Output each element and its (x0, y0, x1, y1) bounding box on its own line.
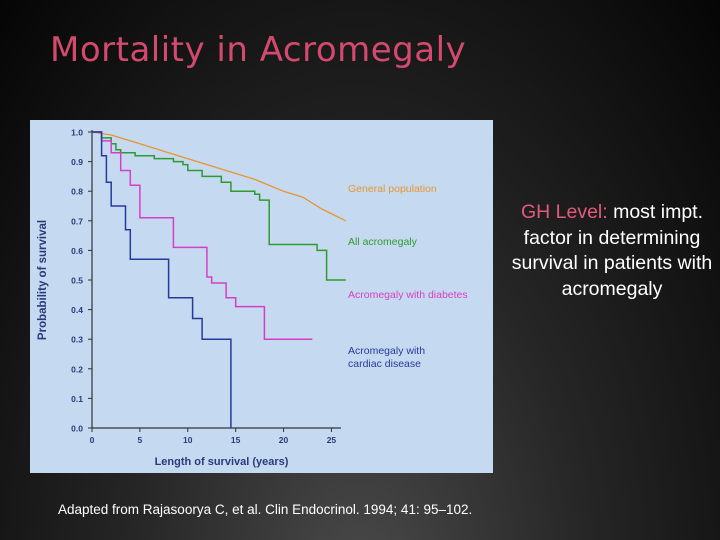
y-tick-label: 0.1 (71, 394, 83, 404)
y-axis-title: Probability of survival (37, 220, 49, 340)
survival-chart-panel: 0.0 0.1 0.2 0.3 0.4 0.5 0.6 0.7 0.8 0.9 1.0 0 5 10 15 2… (30, 120, 493, 473)
series-line-acromegaly-with-diabetes (92, 131, 313, 340)
x-tick-label: 15 (231, 435, 241, 445)
y-tick-label: 0.7 (71, 216, 83, 226)
y-tick-label: 0.3 (71, 335, 83, 345)
slide-title: Mortality in Acromegaly (50, 30, 467, 70)
legend-label-acromegaly-with-diabetes: Acromegaly with diabetes (348, 289, 468, 301)
y-tick-label: 0.0 (71, 424, 83, 434)
series-line-general-population (91, 131, 347, 222)
side-note: GH Level: most impt. factor in determini… (508, 200, 716, 303)
side-note-text: most impt. factor in determining surviva… (511, 201, 713, 301)
y-tick-label: 0.8 (71, 187, 83, 197)
x-tick-label: 20 (279, 435, 289, 445)
legend-label-acromegaly-with-cardiac-disease: cardiac disease (348, 358, 421, 370)
survival-chart: 0.0 0.1 0.2 0.3 0.4 0.5 0.6 0.7 0.8 0.9 1.0 0 5 10 15 2… (37, 128, 468, 469)
y-tick-label: 1.0 (71, 128, 83, 138)
series-line-all-acromegaly (92, 131, 346, 281)
side-note-highlight: GH Level: (520, 201, 608, 223)
y-tick-label: 0.9 (71, 157, 83, 167)
x-tick-label: 10 (183, 435, 193, 445)
x-tick-label: 0 (90, 435, 95, 445)
series-line-acromegaly-with-cardiac-disease (92, 131, 232, 428)
y-tick-label: 0.2 (71, 364, 83, 374)
x-tick-label: 25 (327, 435, 337, 445)
legend-label-acromegaly-with-cardiac-disease: Acromegaly with (348, 345, 425, 357)
y-tick-label: 0.5 (71, 276, 83, 286)
x-axis-title: Length of survival (years) (155, 456, 289, 468)
y-tick-label: 0.6 (71, 246, 83, 256)
citation: Adapted from Rajasoorya C, et al. Clin E… (58, 502, 473, 517)
y-tick-label: 0.4 (71, 305, 83, 315)
x-tick-label: 5 (138, 435, 143, 445)
legend-label-all-acromegaly: All acromegaly (348, 236, 418, 248)
legend-label-general-population: General population (348, 183, 437, 195)
